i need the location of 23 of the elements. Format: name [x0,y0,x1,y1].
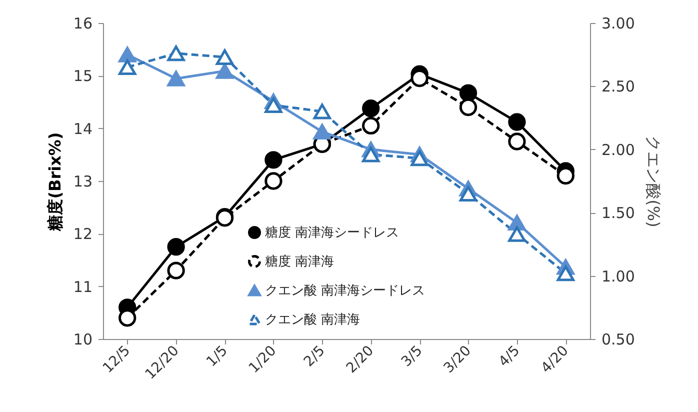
y2-tick-label: 0.50 [602,330,635,348]
y-tick-label: 15 [73,67,92,86]
legend-label: 糖度 南津海シードレス [265,224,400,240]
y-tick-label: 16 [73,14,92,32]
y-tick-label: 14 [73,120,92,138]
y-tick-label: 10 [73,330,92,348]
y2-axis-title: クエン酸(%) [644,136,663,228]
x-tick-label: 2/5 [301,342,328,370]
legend-label: クエン酸 南津海 [265,312,360,328]
y-tick-label: 11 [73,278,92,296]
y2-tick-label: 2.50 [602,78,635,96]
y-tick-label: 13 [73,172,92,190]
x-tick-label: 4/5 [496,342,524,370]
y2-tick-label: 2.00 [602,140,635,159]
legend-label: クエン酸 南津海シードレス [265,284,426,298]
y2-tick-label: 1.00 [602,267,635,286]
x-tick-label: 1/5 [204,342,231,370]
x-tick-label: 3/5 [398,342,426,370]
y-tick-label: 12 [73,225,92,244]
legend-label: 糖度 南津海 [265,254,334,270]
y2-tick-label: 1.50 [602,204,635,222]
y2-tick-label: 3.00 [602,14,635,32]
y-axis-title: 糖度(Brix%) [45,132,64,232]
